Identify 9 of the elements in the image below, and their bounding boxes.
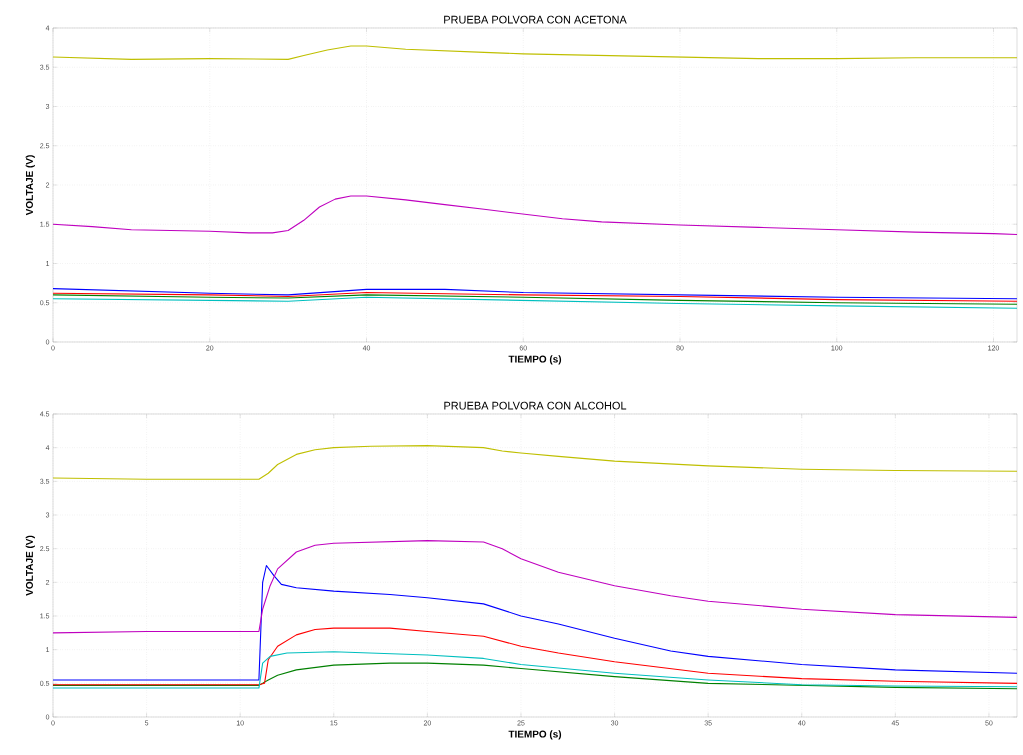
chart-title: PRUEBA POLVORA CON ACETONA: [444, 15, 627, 24]
x-axis-title: TIEMPO (s): [508, 730, 562, 740]
x-axis-title: TIEMPO (s): [508, 355, 562, 365]
chart-title: PRUEBA POLVORA CON ALCOHOL: [444, 401, 627, 410]
y-axis-title: VOLTAJE (V): [25, 155, 35, 216]
y-axis-title: VOLTAJE (V): [25, 535, 35, 596]
line-series: [53, 651, 1018, 689]
line-series: [53, 540, 1018, 634]
line-series: [53, 627, 1018, 686]
